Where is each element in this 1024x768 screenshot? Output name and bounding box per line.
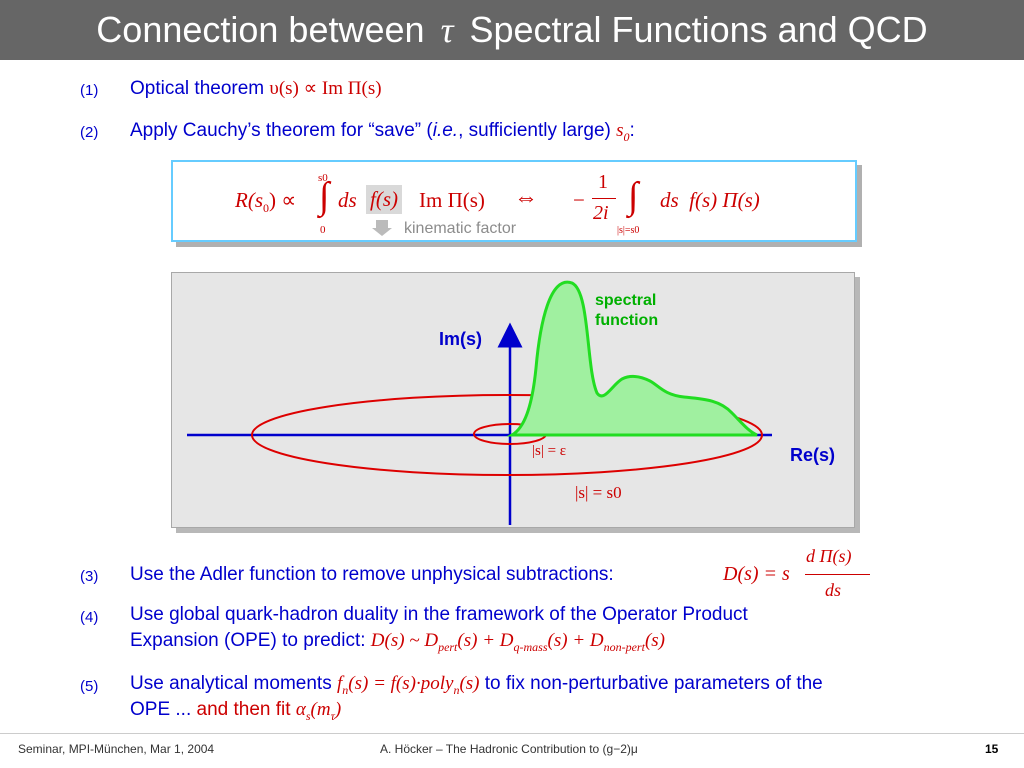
item-5-line-1: Use analytical moments fn(s) = f(s)·poly… [130, 673, 823, 697]
item-1-text: Optical theorem [130, 78, 265, 99]
formula-lhs: R(s0) ∝ [235, 188, 297, 216]
large-circle-contour [251, 394, 763, 476]
item-2-colon: : [629, 120, 635, 141]
item-2: Apply Cauchy’s theorem for “save” (i.e.,… [130, 119, 635, 149]
alpha-s-formula: αs(mτ) [295, 699, 342, 723]
integral-sign: ∫ [319, 175, 330, 217]
im-axis-label: Im(s) [439, 329, 483, 349]
item-4-line-1: Use global quark-hadron duality in the f… [130, 604, 748, 625]
contour-diagram: Im(s) Re(s) spectral function |s| = ε |s… [171, 272, 855, 528]
footer-center: A. Höcker – The Hadronic Contribution to… [380, 742, 638, 756]
contour-diagram-svg [187, 280, 772, 525]
item-2-number: (2) [80, 124, 99, 141]
adler-denominator: ds [825, 580, 842, 600]
spectral-function-curve [506, 280, 758, 437]
kinematic-factor-term: f(s) [366, 185, 402, 214]
title-before: Connection between [96, 9, 425, 50]
adler-numerator: d Π(s) [806, 546, 852, 566]
item-4-number: (4) [80, 609, 99, 626]
adler-function-lhs: D(s) = s [723, 563, 790, 585]
integral-lower-limit: 0 [320, 224, 326, 236]
fraction-denominator: 2i [593, 202, 609, 224]
down-arrow-icon [372, 228, 392, 236]
small-circle-label: |s| = ε [532, 443, 567, 459]
footer-divider [0, 733, 1024, 734]
re-axis-label: Re(s) [790, 445, 836, 465]
kinematic-factor-label: kinematic factor [404, 220, 517, 237]
slide-title: Connection between τ Spectral Functions … [0, 6, 1024, 54]
item-2-text-before: Apply Cauchy’s theorem for “save” ( [130, 120, 433, 141]
item-1-formula: υ(s) ∝ Im Π(s) [269, 78, 382, 99]
moments-formula: fn(s) = f(s)·polyn(s) [336, 673, 480, 697]
item-2-text-after: , sufficiently large) [458, 120, 611, 141]
contour-integral-sign: ∫ [628, 175, 639, 217]
item-3-number: (3) [80, 568, 99, 585]
formula-im-pi: Im Π(s) [419, 188, 485, 212]
title-after: Spectral Functions and QCD [469, 9, 928, 50]
contour-limit: |s|=s0 [617, 225, 640, 236]
fraction-numerator: 1 [598, 171, 608, 193]
item-2-ie: i.e. [432, 120, 459, 141]
large-circle-label: |s| = s0 [575, 483, 622, 502]
equivalence-arrow: ⇔ [514, 185, 538, 211]
integral-upper-limit: s0 [318, 172, 328, 184]
arrow-stem [376, 220, 388, 228]
fraction-bar [592, 198, 616, 199]
adler-fraction-bar [805, 574, 870, 575]
page-number: 15 [985, 742, 999, 756]
item-1-number: (1) [80, 82, 99, 99]
cauchy-formula-box: R(s0) ∝ s0 ∫ 0 ds f(s) Im Π(s) ⇔ − 1 2i … [171, 160, 857, 242]
ope-formula: D(s) ~ Dpert(s) + Dq-mass(s) + Dnon-pert… [370, 630, 665, 654]
item-1: Optical theorem υ(s) ∝ Im Π(s) [130, 77, 382, 101]
formula-ds: ds [338, 188, 357, 212]
footer-left: Seminar, MPI-München, Mar 1, 2004 [18, 742, 215, 756]
spectral-function-label: spectral function [595, 292, 659, 329]
item-4-line-2: Expansion (OPE) to predict: D(s) ~ Dpert… [130, 630, 665, 654]
item-3-text: Use the Adler function to remove unphysi… [130, 564, 614, 585]
item-2-s0: s0 [616, 120, 630, 144]
formula-rhs: ds f(s) Π(s) [660, 188, 760, 212]
formula-minus: − [573, 188, 585, 212]
item-5-line-2: OPE ... and then fit αs(mτ) [130, 699, 342, 723]
item-5-number: (5) [80, 678, 99, 695]
title-bar [0, 0, 1024, 60]
title-tau-symbol: τ [440, 10, 454, 50]
